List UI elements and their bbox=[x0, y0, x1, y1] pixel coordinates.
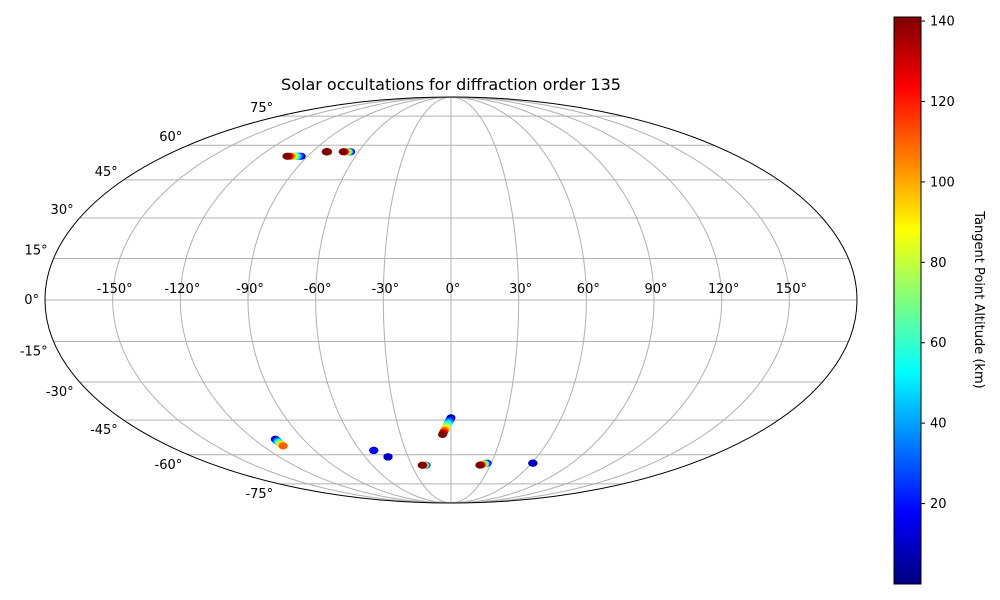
meridian-line bbox=[450, 97, 520, 503]
meridian-line bbox=[450, 97, 587, 503]
colorbar-tick-label: 100 bbox=[930, 175, 955, 190]
longitude-tick-label: 150° bbox=[776, 282, 807, 297]
occultation-point bbox=[383, 453, 393, 461]
colorbar-tick-label: 60 bbox=[930, 336, 947, 351]
occultation-point bbox=[282, 152, 292, 160]
longitude-tick-label: 30° bbox=[509, 282, 532, 297]
meridian-line bbox=[382, 97, 452, 503]
meridian-line bbox=[247, 97, 452, 503]
occultation-point bbox=[369, 446, 379, 454]
latitude-tick-label: 0° bbox=[24, 293, 39, 308]
colorbar-tick-label: 120 bbox=[930, 95, 955, 110]
colorbar: 20 40 60 80 100 120 140 Tangent Point Altitude… bbox=[893, 15, 986, 585]
latitude-tick-label: 60° bbox=[159, 130, 182, 145]
longitude-tick-label: 120° bbox=[708, 282, 739, 297]
colorbar-tick-label: 80 bbox=[930, 256, 947, 271]
occultation-point bbox=[338, 148, 348, 156]
longitude-tick-label: 0° bbox=[446, 282, 461, 297]
chart-title: Solar occultations for diffraction order… bbox=[281, 75, 621, 94]
occultation-point bbox=[278, 442, 288, 450]
latitude-tick-label: -45° bbox=[90, 423, 118, 438]
colorbar-gradient bbox=[893, 16, 922, 585]
meridian-line bbox=[315, 97, 452, 503]
longitude-tick-labels: -150° -120° -90° -60° -30° 0° 30° 60° 90° 120° 150… bbox=[97, 282, 807, 297]
latitude-tick-label: -30° bbox=[46, 385, 74, 400]
longitude-tick-label: -60° bbox=[304, 282, 332, 297]
longitude-tick-label: -90° bbox=[236, 282, 264, 297]
meridian-line bbox=[450, 97, 790, 503]
colorbar-tick-label: 20 bbox=[930, 497, 947, 512]
latitude-tick-label: 45° bbox=[95, 165, 118, 180]
occultation-point bbox=[528, 459, 538, 467]
occultation-point bbox=[321, 148, 331, 156]
occultation-point bbox=[475, 461, 485, 469]
graticule bbox=[45, 97, 857, 503]
latitude-tick-label: -60° bbox=[155, 458, 183, 473]
longitude-tick-label: 90° bbox=[644, 282, 667, 297]
latitude-tick-label: 75° bbox=[250, 101, 273, 116]
latitude-tick-label: -15° bbox=[20, 345, 48, 360]
longitude-tick-label: 60° bbox=[577, 282, 600, 297]
meridian-line bbox=[450, 97, 655, 503]
latitude-tick-label: 30° bbox=[51, 203, 74, 218]
meridian-line bbox=[450, 97, 723, 503]
longitude-tick-label: -150° bbox=[97, 282, 133, 297]
meridian-line bbox=[179, 97, 452, 503]
colorbar-tick-label: 140 bbox=[930, 15, 955, 30]
latitude-tick-labels: 75° 60° 45° 30° 15° 0° -15° -30° -45° -60° -75° bbox=[20, 101, 273, 502]
occultation-points bbox=[270, 148, 538, 469]
longitude-tick-label: -30° bbox=[371, 282, 399, 297]
latitude-tick-label: 15° bbox=[25, 243, 48, 258]
colorbar-ticks: 20 40 60 80 100 120 140 bbox=[921, 15, 955, 512]
longitude-tick-label: -120° bbox=[164, 282, 200, 297]
map-boundary bbox=[44, 96, 858, 504]
colorbar-label: Tangent Point Altitude (km) bbox=[971, 210, 986, 388]
colorbar-tick-label: 40 bbox=[930, 417, 947, 432]
occultation-point bbox=[438, 431, 448, 439]
meridian-line bbox=[112, 97, 452, 503]
latitude-tick-label: -75° bbox=[245, 487, 273, 502]
occultation-point bbox=[417, 461, 427, 469]
